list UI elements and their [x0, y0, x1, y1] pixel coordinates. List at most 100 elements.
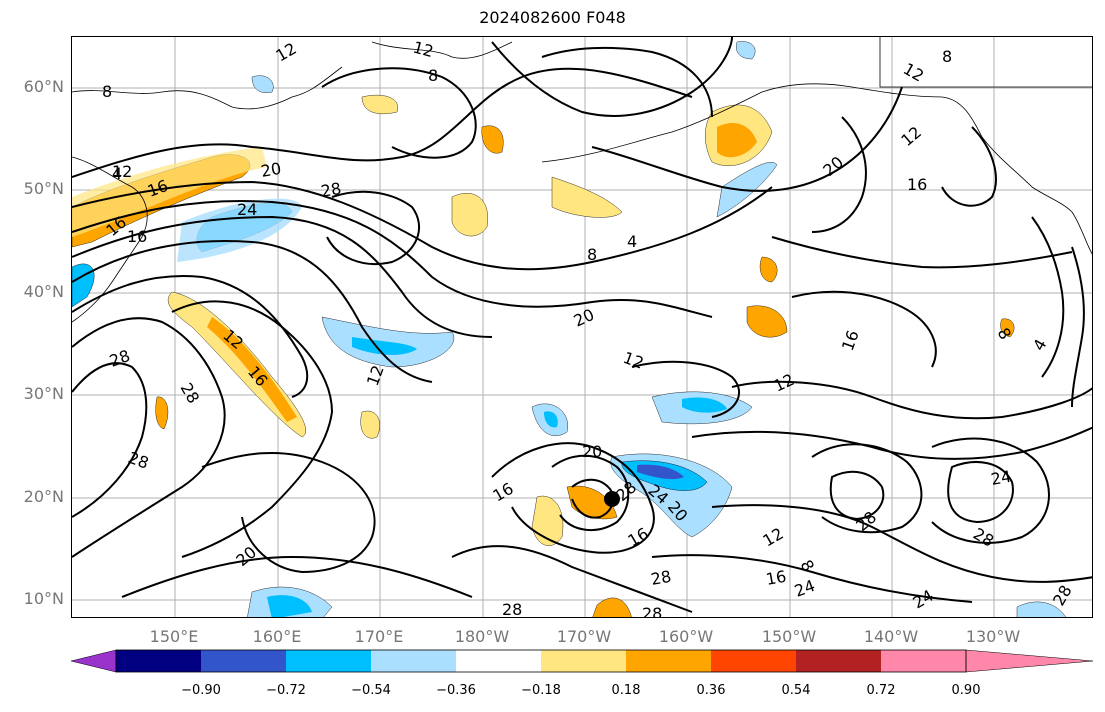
shaded-fields: [72, 41, 1066, 617]
contour-label: 4: [112, 164, 122, 183]
shade-yellow-small2: [360, 410, 380, 439]
lon-label-150e: 150°E: [149, 627, 199, 646]
contour-label: 8: [102, 82, 112, 101]
shade-yellow-diagonal: [167, 291, 306, 438]
contour-label: 12: [363, 363, 388, 389]
contour-label: 12: [760, 524, 787, 551]
shade-yellow-mid: [451, 193, 488, 237]
shade-yellow-typhoon: [531, 495, 564, 546]
colorbar-border: [115, 649, 967, 673]
contour-label: 16: [907, 175, 927, 194]
contour-label: 12: [112, 162, 132, 181]
shade-blue-west-tropic: [544, 411, 558, 428]
colorbar-tick: 0.36: [696, 683, 726, 698]
contour-label: 12: [273, 39, 300, 66]
contour-label: 24: [989, 467, 1012, 489]
shade-blue-south: [267, 595, 312, 617]
shade-lightblue-se: [1016, 601, 1066, 617]
shade-yellow-small3: [155, 396, 169, 430]
contour-label: 16: [625, 524, 652, 551]
contour-label: 24: [237, 200, 257, 219]
shade-orange-east: [746, 305, 788, 338]
colorbar-seg-7: [626, 650, 711, 672]
shade-yellow-jet-west: [72, 147, 267, 237]
contour-label: 28: [177, 380, 204, 407]
shade-orange-east2: [759, 256, 778, 283]
contour-label: 8: [994, 325, 1016, 343]
colorbar-tick: −0.18: [521, 683, 561, 698]
lon-label-130w: 130°W: [965, 627, 1021, 646]
colorbar-tick: −0.72: [266, 683, 306, 698]
shade-blue-midlat: [352, 337, 417, 355]
colorbar-tick: 0.18: [611, 683, 641, 698]
colorbar-seg-1: [116, 650, 201, 672]
contour-label: 20: [571, 305, 597, 331]
lat-label-10n: 10°N: [23, 589, 64, 608]
shade-yellow-north1: [361, 94, 398, 115]
contour-label: 12: [900, 59, 927, 86]
colorbar-seg-2: [201, 650, 286, 672]
contour-label: 12: [771, 370, 797, 396]
contour-label: 16: [838, 328, 863, 354]
map-panel: 12 8 12 4 8 20 16 12 16 28 24 16 8 4 20 …: [71, 36, 1093, 618]
lon-label-170e: 170°E: [354, 627, 404, 646]
storm-center-marker: [604, 491, 620, 507]
colorbar-tick: 0.72: [866, 683, 896, 698]
lon-label-170w: 170°W: [556, 627, 612, 646]
colorbar-arrow-right: [965, 649, 1094, 673]
lat-label-40n: 40°N: [23, 282, 64, 301]
lat-label-50n: 50°N: [23, 179, 64, 198]
contour-label: 16: [490, 479, 517, 506]
plot-title: 2024082600 F048: [479, 8, 626, 27]
colorbar-seg-3: [286, 650, 371, 672]
colorbar-seg-9: [796, 650, 881, 672]
contour-label: 20: [819, 152, 847, 180]
lon-label-160e: 160°E: [252, 627, 302, 646]
contour-label: 28: [642, 604, 662, 618]
shade-orange-ne: [1000, 318, 1015, 338]
contour-label: 20: [259, 159, 282, 181]
contour-label: 8: [428, 66, 438, 85]
contour-label: 4: [627, 232, 637, 251]
colorbar-seg-6: [541, 650, 626, 672]
shade-blue-west-edge: [72, 263, 95, 308]
colorbar-arrow-left: [70, 649, 117, 673]
colorbar-seg-5: [456, 650, 541, 672]
colorbar-tick: 0.54: [781, 683, 811, 698]
shade-orange-diagonal: [207, 317, 297, 422]
lat-label-60n: 60°N: [23, 77, 64, 96]
colorbar-tick: −0.36: [436, 683, 476, 698]
lat-label-20n: 20°N: [23, 487, 64, 506]
shade-blue-subtrop1: [682, 397, 727, 413]
contour-label: 24: [792, 576, 818, 601]
shade-orange-south: [592, 597, 632, 617]
contour-label: 24: [910, 586, 937, 613]
contour-label: 12: [411, 38, 436, 62]
lon-label-160w: 160°W: [658, 627, 714, 646]
lon-label-150w: 150°W: [761, 627, 817, 646]
contour-label: 16: [127, 227, 147, 246]
shade-orange-small1: [481, 125, 504, 154]
contour-label: 28: [126, 448, 152, 473]
lon-label-140w: 140°W: [863, 627, 919, 646]
contour-label: 12: [621, 348, 647, 373]
contour-label: 28: [1049, 582, 1076, 609]
shade-lightblue-jet: [177, 198, 302, 262]
lon-label-180w: 180°W: [454, 627, 510, 646]
shade-lightblue-n2: [251, 75, 274, 93]
colorbar-tick: −0.54: [351, 683, 391, 698]
contour-label: 20: [582, 442, 602, 461]
colorbar-tick: −0.90: [181, 683, 221, 698]
colorbar-seg-8: [711, 650, 796, 672]
colorbar-seg-4: [371, 650, 456, 672]
shade-yellow-north-pacific: [551, 176, 623, 218]
contour-label: 28: [649, 567, 672, 589]
contour-label: 28: [970, 524, 997, 551]
shade-orange-alaska: [717, 122, 757, 158]
contour-label: 28: [319, 179, 342, 201]
contours: [72, 37, 1092, 613]
colorbar-seg-10: [881, 650, 966, 672]
contour-label: 28: [502, 600, 522, 618]
contour-label: 4: [1029, 336, 1051, 354]
shade-darkblue-typhoon: [637, 464, 684, 480]
